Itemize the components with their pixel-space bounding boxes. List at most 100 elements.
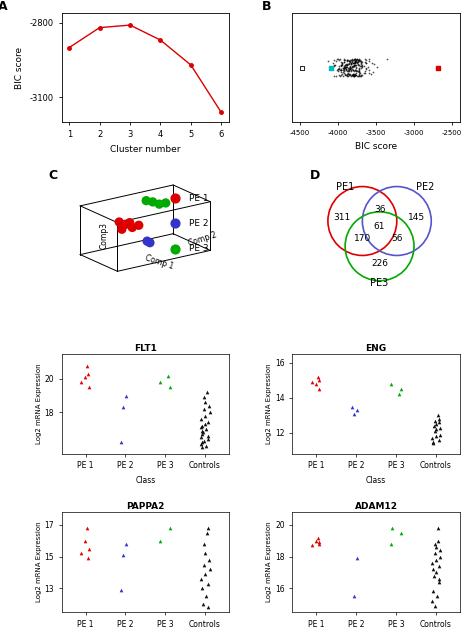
Point xyxy=(122,539,130,549)
Point xyxy=(349,56,356,66)
Point xyxy=(347,59,355,69)
Point xyxy=(434,591,441,601)
Text: PE1: PE1 xyxy=(336,182,354,192)
Point xyxy=(122,391,130,401)
Y-axis label: BIC score: BIC score xyxy=(15,47,24,88)
Point xyxy=(349,57,356,68)
Point xyxy=(341,62,349,72)
X-axis label: Cluster number: Cluster number xyxy=(110,144,181,154)
Point xyxy=(365,56,373,66)
Point xyxy=(340,66,347,76)
Point xyxy=(77,548,85,558)
Point xyxy=(341,64,348,74)
Point xyxy=(337,65,345,75)
Point xyxy=(351,59,358,69)
Point xyxy=(353,60,360,70)
Point xyxy=(350,60,357,70)
Point xyxy=(128,222,136,232)
Point xyxy=(349,58,356,68)
Point xyxy=(334,64,342,74)
Point xyxy=(351,57,358,67)
Point xyxy=(204,523,211,533)
Point xyxy=(340,65,347,75)
Point xyxy=(350,61,357,71)
Point xyxy=(337,64,345,74)
Point xyxy=(312,379,320,389)
Point xyxy=(352,55,360,65)
Point xyxy=(343,62,350,73)
Point xyxy=(348,59,356,69)
Point xyxy=(348,65,356,75)
Title: FLT1: FLT1 xyxy=(134,345,157,353)
Point xyxy=(388,539,395,549)
Point xyxy=(166,382,173,392)
Point xyxy=(350,64,357,74)
Point xyxy=(355,56,363,66)
Point xyxy=(353,65,360,75)
Point xyxy=(202,440,210,451)
Point xyxy=(177,222,184,232)
Point xyxy=(341,56,349,66)
Point xyxy=(355,63,362,73)
Point xyxy=(353,58,361,68)
Title: ADAM12: ADAM12 xyxy=(355,502,398,512)
Point xyxy=(335,69,343,80)
Point xyxy=(435,435,443,445)
Point xyxy=(346,69,354,79)
Point xyxy=(363,64,370,74)
Point xyxy=(331,59,338,69)
Point xyxy=(200,539,208,549)
Point xyxy=(339,71,347,81)
Point xyxy=(342,70,349,80)
Point xyxy=(316,539,323,549)
Text: Comp3: Comp3 xyxy=(100,222,109,249)
Text: 170: 170 xyxy=(354,233,371,243)
Point xyxy=(349,61,356,71)
Point xyxy=(198,442,205,452)
Point xyxy=(358,57,365,67)
Point xyxy=(336,64,343,74)
Point xyxy=(146,238,154,248)
Point xyxy=(343,60,350,70)
Title: PAPPA2: PAPPA2 xyxy=(126,502,164,512)
Point xyxy=(348,70,356,80)
Point xyxy=(337,60,344,70)
Point xyxy=(430,421,438,431)
Point xyxy=(345,64,353,74)
Point xyxy=(85,382,92,392)
Point xyxy=(357,63,365,73)
Point xyxy=(361,57,368,67)
Point xyxy=(340,61,348,71)
Point xyxy=(350,591,358,601)
Point xyxy=(344,55,352,65)
Point xyxy=(431,601,439,611)
Point xyxy=(395,389,402,399)
Text: 61: 61 xyxy=(374,222,385,231)
Point xyxy=(350,66,358,76)
Point xyxy=(199,599,207,609)
Point xyxy=(348,69,356,80)
Point xyxy=(362,63,370,73)
Point xyxy=(349,54,356,64)
Point xyxy=(342,60,349,70)
Point xyxy=(350,55,357,65)
Point xyxy=(428,433,436,443)
Text: PE 1: PE 1 xyxy=(189,194,209,203)
Point xyxy=(340,57,348,67)
Point xyxy=(347,66,355,76)
Point xyxy=(346,62,354,73)
Point xyxy=(336,64,344,74)
Point xyxy=(351,69,359,80)
Point xyxy=(344,71,351,81)
Point xyxy=(142,196,150,206)
Point xyxy=(197,414,205,424)
Point xyxy=(358,59,365,69)
Point xyxy=(312,536,320,546)
Point xyxy=(361,54,369,64)
Point xyxy=(204,602,212,612)
Y-axis label: Log2 mRNA Expression: Log2 mRNA Expression xyxy=(36,522,42,603)
Point xyxy=(155,199,163,209)
Point xyxy=(338,58,346,68)
Point xyxy=(347,63,355,73)
Text: 36: 36 xyxy=(374,205,385,214)
